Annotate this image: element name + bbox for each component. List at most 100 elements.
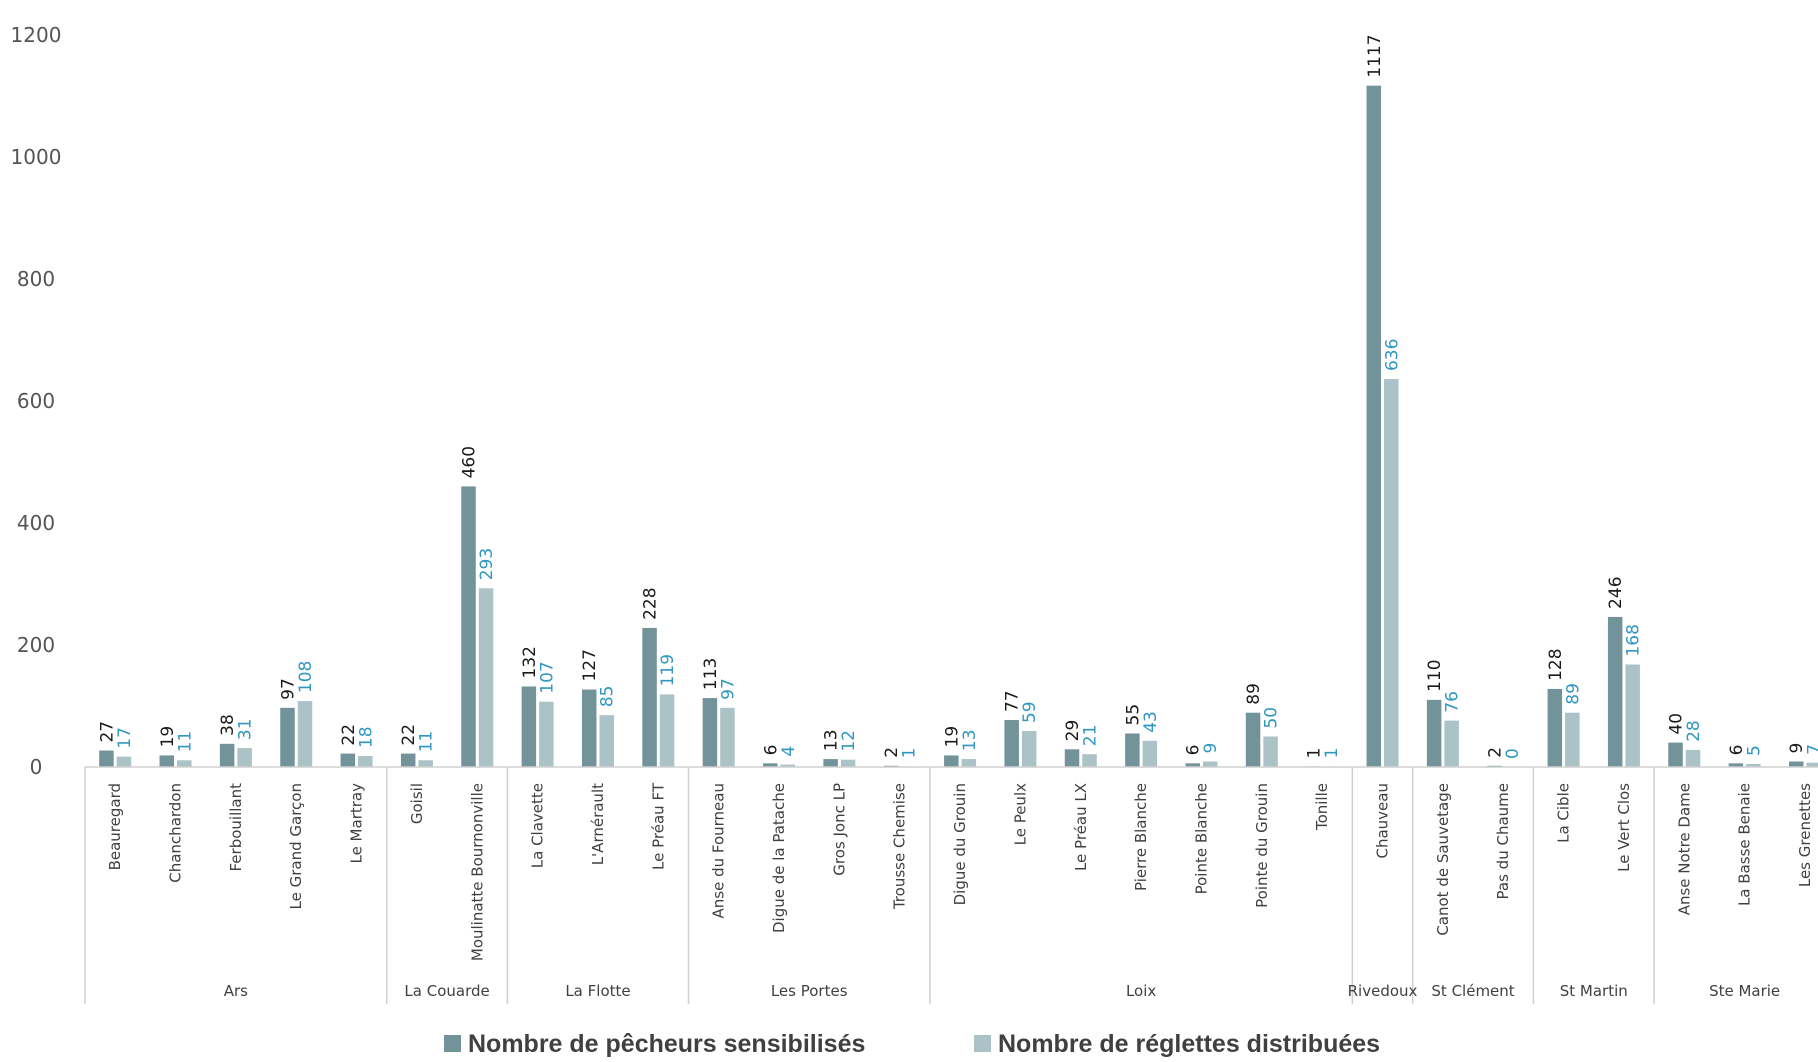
- data-label-pecheurs: 1117: [1365, 34, 1385, 77]
- y-tick-label: 800: [17, 267, 55, 291]
- data-label-reglettes: 11: [175, 731, 195, 753]
- bar-pecheurs-anse-notre-dame: [1668, 742, 1683, 767]
- bar-pecheurs-canot-de-sauvetage: [1426, 699, 1442, 767]
- data-label-reglettes: 50: [1262, 707, 1282, 729]
- bar-pecheurs-le-vert-clos: [1607, 616, 1623, 767]
- group-label-rivedoux: Rivedoux: [1348, 982, 1418, 1000]
- bar-pecheurs-le-grand-garcon: [280, 707, 295, 767]
- bar-pecheurs-le-preau-ft: [642, 627, 657, 767]
- data-label-pecheurs: 1: [1304, 748, 1324, 759]
- category-label-pointe-du-grouin: Pointe du Grouin: [1253, 783, 1271, 908]
- data-label-pecheurs: 228: [641, 587, 661, 619]
- data-label-reglettes: 85: [598, 686, 618, 708]
- group-label-loix: Loix: [1126, 982, 1156, 1000]
- category-label-digue-de-la-patache: Digue de la Patache: [770, 783, 788, 933]
- category-label-le-preau-ft: Le Préau FT: [649, 782, 667, 870]
- data-label-reglettes: 21: [1081, 725, 1101, 747]
- data-label-reglettes: 31: [236, 718, 256, 740]
- bar-pecheurs-gros-jonc-lp: [823, 759, 838, 767]
- data-label-pecheurs: 460: [460, 446, 480, 478]
- data-label-reglettes: 1: [899, 748, 919, 759]
- data-label-pecheurs: 132: [520, 646, 540, 678]
- bar-pecheurs-anse-du-fourneau: [702, 698, 718, 767]
- data-label-pecheurs: 246: [1606, 576, 1626, 608]
- data-label-reglettes: 9: [1201, 743, 1221, 754]
- data-label-reglettes: 168: [1624, 624, 1644, 656]
- bar-pecheurs-pointe-du-grouin: [1245, 712, 1261, 767]
- bar-pecheurs-chauveau: [1366, 85, 1382, 767]
- bar-reglettes-chanchardon: [177, 760, 192, 767]
- bar-reglettes-le-peulx: [1021, 731, 1037, 767]
- bar-pecheurs-pierre-blanche: [1125, 733, 1140, 767]
- category-label-les-grenettes: Les Grenettes: [1796, 783, 1814, 887]
- bar-reglettes-la-basse-benaie: [1746, 763, 1761, 767]
- data-label-reglettes: 0: [1503, 748, 1523, 759]
- data-label-pecheurs: 9: [1787, 743, 1807, 754]
- data-label-pecheurs: 55: [1123, 704, 1143, 726]
- data-label-pecheurs: 89: [1244, 683, 1264, 705]
- data-label-pecheurs: 97: [278, 678, 298, 700]
- category-label-tonille: Tonille: [1313, 783, 1331, 831]
- bar-reglettes-digue-du-grouin: [961, 759, 977, 767]
- data-label-reglettes: 12: [839, 730, 859, 752]
- data-label-reglettes: 5: [1744, 745, 1764, 756]
- category-label-chanchardon: Chanchardon: [167, 783, 185, 883]
- legend-label-pecheurs: Nombre de pêcheurs sensibilisés: [468, 1030, 865, 1058]
- category-label-la-cible: La Cible: [1555, 783, 1573, 843]
- data-label-reglettes: 636: [1382, 339, 1402, 371]
- y-tick-label: 1200: [11, 23, 62, 47]
- bar-pecheurs-le-martray: [340, 753, 356, 767]
- legend-label-reglettes: Nombre de réglettes distribuées: [998, 1030, 1380, 1058]
- y-tick-label: 1000: [11, 145, 62, 169]
- bar-reglettes-le-vert-clos: [1625, 664, 1640, 767]
- group-label-les-portes: Les Portes: [771, 982, 848, 1000]
- bar-pecheurs-digue-de-la-patache: [763, 763, 778, 767]
- data-label-pecheurs: 6: [1184, 745, 1204, 756]
- data-label-pecheurs: 128: [1546, 648, 1566, 680]
- group-label-st-martin: St Martin: [1560, 982, 1628, 1000]
- bar-pecheurs-le-preau-lx: [1064, 749, 1080, 767]
- y-axis: 0 200 400 600 800 1000 1200: [11, 23, 62, 779]
- bar-reglettes-anse-notre-dame: [1685, 749, 1701, 767]
- data-label-pecheurs: 22: [399, 724, 419, 746]
- category-label-pointe-blanche: Pointe Blanche: [1192, 783, 1210, 894]
- data-label-reglettes: 119: [658, 654, 678, 686]
- bar-pecheurs-beauregard: [99, 750, 114, 767]
- data-label-pecheurs: 6: [761, 745, 781, 756]
- data-label-pecheurs: 110: [1425, 659, 1445, 691]
- legend-swatch-reglettes: [974, 1035, 991, 1052]
- bar-reglettes-canot-de-sauvetage: [1444, 720, 1459, 767]
- category-label-le-vert-clos: Le Vert Clos: [1615, 783, 1633, 872]
- bar-pecheurs-chanchardon: [159, 755, 175, 767]
- data-label-reglettes: 13: [960, 729, 980, 751]
- bar-pecheurs-le-peulx: [1004, 720, 1019, 767]
- category-label-canot-de-sauvetage: Canot de Sauvetage: [1434, 783, 1452, 936]
- bar-reglettes-beauregard: [116, 756, 132, 767]
- bar-pecheurs-la-clavette: [521, 686, 537, 767]
- data-label-reglettes: 28: [1684, 720, 1704, 742]
- bar-reglettes-pierre-blanche: [1142, 740, 1158, 767]
- bar-reglettes-le-grand-garcon: [297, 701, 313, 767]
- bar-reglettes-le-martray: [358, 756, 373, 767]
- data-label-pecheurs: 6: [1727, 745, 1747, 756]
- category-label-trousse-chemise: Trousse Chemise: [891, 783, 909, 910]
- bar-pecheurs-ferbouillant: [219, 743, 235, 767]
- bar-reglettes-les-grenettes: [1806, 762, 1818, 767]
- group-label-st-clement: St Clément: [1431, 982, 1514, 1000]
- data-label-pecheurs: 29: [1063, 720, 1083, 742]
- data-label-pecheurs: 19: [158, 726, 178, 748]
- category-label-gros-jonc-lp: Gros Jonc LP: [830, 783, 848, 876]
- data-label-pecheurs: 127: [580, 649, 600, 681]
- data-label-reglettes: 7: [1805, 744, 1818, 755]
- bar-reglettes-digue-de-la-patache: [780, 764, 796, 767]
- data-label-pecheurs: 77: [1003, 690, 1023, 712]
- bar-reglettes-le-preau-lx: [1082, 754, 1097, 767]
- bar-reglettes-la-clavette: [539, 701, 554, 767]
- category-label-digue-du-grouin: Digue du Grouin: [951, 783, 969, 905]
- y-tick-label: 400: [17, 511, 55, 535]
- bar-reglettes-anse-du-fourneau: [720, 707, 735, 767]
- bar-reglettes-ferbouillant: [237, 748, 252, 767]
- bar-reglettes-goisil: [418, 760, 433, 767]
